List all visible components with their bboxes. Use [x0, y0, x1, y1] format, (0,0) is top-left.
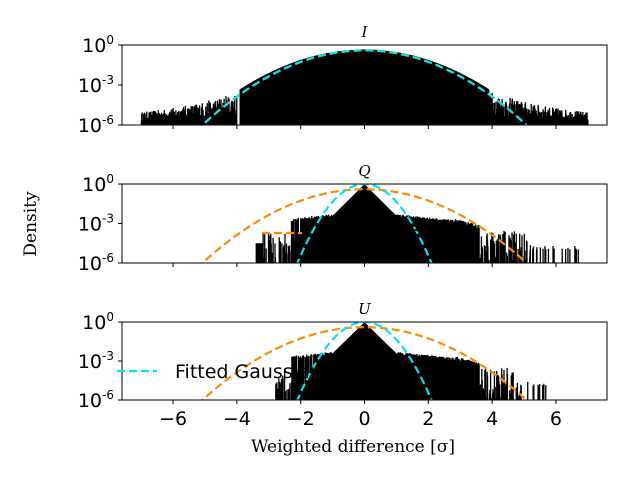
y-tick-label: 100	[82, 310, 114, 334]
panel-title: U	[358, 300, 372, 318]
y-tick-label: 100	[82, 172, 114, 196]
x-tick-label: 6	[550, 408, 562, 430]
x-axis-label: Weighted difference [σ]	[251, 437, 455, 457]
y-tick-label: 100	[82, 33, 114, 57]
x-tick-label: 2	[422, 408, 434, 430]
y-tick-label: 10-6	[78, 388, 114, 412]
svg-text:Fitted Gaussian: Fitted Gaussian	[175, 361, 322, 383]
y-tick-label: 10-3	[78, 212, 114, 236]
legend-white-noise: White noise	[262, 223, 431, 245]
y-tick-label: 10-6	[78, 113, 114, 137]
x-tick-label: −6	[159, 408, 187, 430]
data-histogram-i	[140, 49, 589, 125]
x-tick-label: −2	[287, 408, 315, 430]
x-tick-label: 4	[486, 408, 498, 430]
panel-u: 100 10-3 10-6 −6 −4 −2 0 2 4 6 U	[78, 300, 608, 430]
data-histogram-u	[275, 322, 547, 400]
legend-data: Data	[298, 85, 402, 107]
y-tick-label: 10-3	[78, 73, 114, 97]
panel-title: I	[361, 23, 369, 41]
panel-i: 100 10-3 10-6 I	[78, 23, 608, 137]
y-tick-label: 10-6	[78, 251, 114, 275]
y-tick-label: 10-3	[78, 349, 114, 373]
y-axis-label: Density	[21, 191, 41, 257]
x-tick-label: −4	[223, 408, 251, 430]
panel-title: Q	[358, 162, 370, 180]
svg-text:Data: Data	[357, 85, 402, 107]
x-tick-label: 0	[358, 408, 370, 430]
panel-q: 100 10-3 10-6 Q	[78, 162, 608, 275]
svg-text:White noise: White noise	[319, 223, 431, 245]
legend-fitted-gaussian: Fitted Gaussian	[117, 361, 322, 383]
data-histogram-q	[255, 184, 579, 263]
